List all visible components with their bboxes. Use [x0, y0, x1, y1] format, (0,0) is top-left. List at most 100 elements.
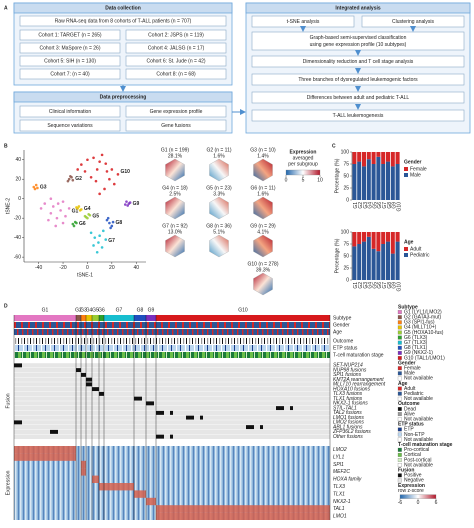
legend-label: Female	[410, 166, 427, 172]
step-box	[125, 119, 227, 132]
legend-title: ETP status	[398, 422, 424, 428]
step-box	[19, 119, 121, 132]
point	[95, 250, 99, 254]
fusion-block	[276, 406, 284, 411]
group-label: G9	[148, 307, 155, 313]
legend-label: Male	[404, 371, 415, 377]
subtype-track	[76, 315, 81, 321]
legend-swatch	[397, 335, 402, 340]
bar-segment	[376, 156, 381, 200]
y-tick-label: -20	[14, 216, 21, 222]
bar-segment	[357, 232, 362, 244]
point	[89, 175, 93, 179]
fusion-block	[86, 377, 92, 382]
legend-label: Male	[410, 172, 421, 178]
fusion-block	[170, 434, 173, 439]
bar-segment	[371, 248, 376, 280]
legend-title: Outcome	[398, 401, 420, 407]
step-text: Gene fusions	[161, 123, 191, 129]
point	[49, 197, 53, 200]
step-text: Gene expression profile	[150, 109, 203, 115]
point	[128, 201, 132, 204]
section-title: Data preprocessing	[100, 95, 147, 101]
step-box	[19, 55, 121, 67]
fusion-block	[92, 387, 99, 392]
colorbar-tick-label: 0	[285, 177, 288, 183]
annotation-track	[14, 345, 330, 351]
point	[76, 168, 79, 171]
point	[43, 202, 47, 205]
expression-row-label: TAL1	[333, 506, 345, 512]
track-label: Subtype	[333, 315, 352, 321]
subgroup-share: 4.1%	[257, 229, 269, 235]
bar-segment	[361, 241, 367, 280]
legend-label: G5 (HOXA10-fus)	[404, 330, 444, 336]
legend-swatch	[397, 447, 402, 452]
expression-hexagon	[209, 196, 229, 220]
expression-block	[156, 505, 330, 513]
annotation-track	[14, 352, 330, 358]
legend-swatch	[397, 330, 402, 335]
legend-label: G7 (TLX3)	[404, 340, 428, 346]
cluster-label: G8	[116, 220, 123, 226]
fusion-block	[200, 415, 203, 420]
legend-label: Positive	[404, 473, 422, 479]
expression-hexagon	[209, 158, 229, 182]
fusion-row-label: TAL2 fusions	[333, 410, 362, 416]
fusion-row-label: MLLT10 rearrangement	[333, 382, 386, 388]
y-tick-label: 0	[346, 277, 349, 283]
colorbar-tick-label: 0	[417, 500, 420, 506]
panel-letter: B	[4, 143, 8, 149]
step-text: Dimensionality reduction and T cell stag…	[303, 59, 414, 65]
panel-letter: D	[4, 303, 8, 309]
step-box	[125, 105, 227, 118]
expression-hexagon	[209, 234, 229, 258]
fusion-row-label: ABL1 fusions	[332, 424, 363, 430]
point	[93, 236, 97, 239]
point	[97, 241, 100, 244]
point	[89, 231, 93, 235]
fusion-block	[246, 425, 254, 430]
point	[77, 205, 81, 208]
legend-swatch	[397, 412, 402, 417]
step-box	[251, 109, 465, 122]
bar-segment	[390, 253, 395, 280]
bar-segment	[361, 232, 367, 242]
point	[54, 224, 58, 228]
bar-segment	[366, 236, 371, 280]
fusion-block	[156, 434, 164, 439]
legend-swatch	[397, 478, 402, 483]
point	[109, 226, 112, 230]
x-tick-label: G9	[392, 282, 398, 289]
bar-segment	[371, 152, 376, 164]
expression-row-label: LMO1	[333, 514, 347, 520]
step-box	[19, 29, 121, 41]
step-text: Clustering analysis	[392, 19, 434, 25]
fusion-block	[86, 382, 92, 387]
point	[80, 163, 83, 166]
fusion-block	[14, 420, 22, 425]
subgroup-label: G4 (n = 18)	[162, 185, 188, 191]
subgroup-share: 28.1%	[168, 153, 183, 159]
expression-block	[146, 497, 156, 506]
point	[72, 224, 76, 228]
legend-swatch	[397, 473, 402, 478]
point	[108, 177, 111, 181]
subtype-track	[146, 315, 156, 321]
y-tick-label: 0	[346, 197, 349, 203]
y-axis-label: Percentage (%)	[334, 238, 340, 273]
point	[98, 160, 101, 163]
cluster-label: G10	[120, 169, 130, 175]
bar-segment	[395, 232, 400, 242]
fusion-row-label: TLX1 fusions	[333, 396, 363, 402]
x-tick-label: 20	[109, 265, 115, 271]
point	[83, 170, 87, 173]
track-label: T-cell maturation stage	[333, 352, 384, 358]
x-tick-label: G2	[358, 282, 364, 289]
expression-row-label: HOXA family	[333, 477, 362, 483]
bar-segment	[371, 164, 376, 200]
legend-label: G9 (NKX2-1)	[404, 350, 433, 356]
section-title: Data collection	[105, 6, 141, 12]
legend-swatch	[404, 167, 408, 171]
subgroup-label: G1 (n = 199)	[161, 147, 190, 153]
